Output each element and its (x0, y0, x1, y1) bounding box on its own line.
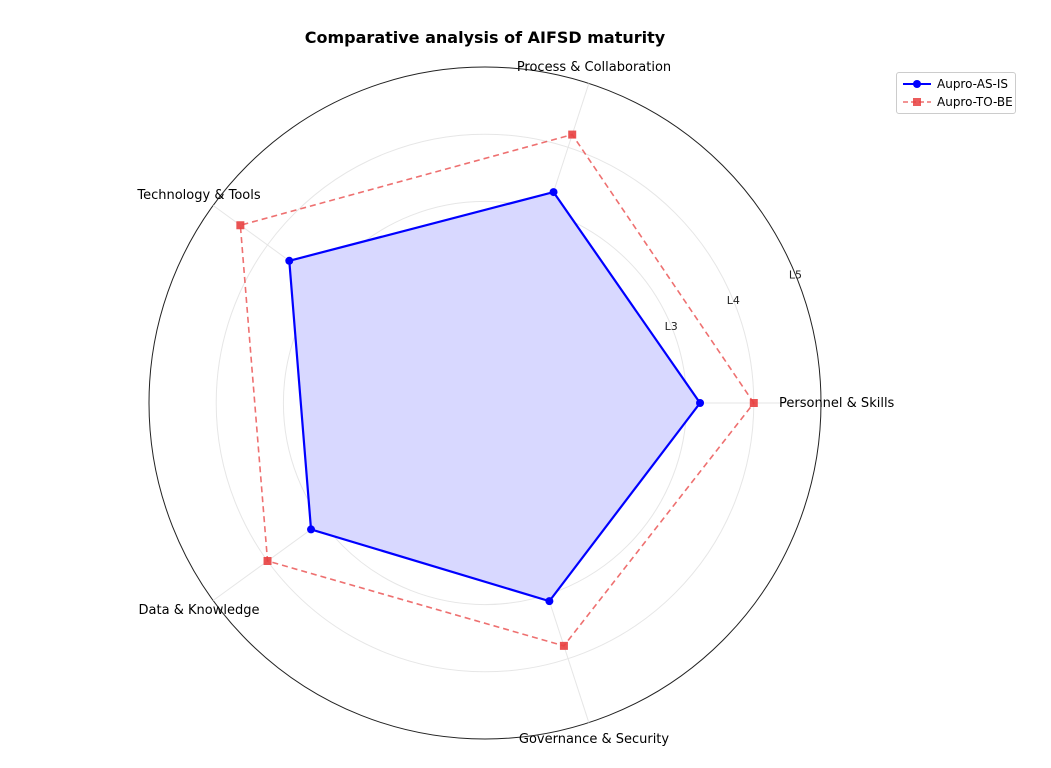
data-point (749, 399, 758, 407)
series-line (239, 133, 755, 647)
axis-label: Governance & Security (519, 732, 670, 747)
legend-label: Aupro-TO-BE (937, 95, 1013, 109)
data-point (307, 525, 316, 534)
data-point (545, 597, 554, 606)
legend-item-to-be: Aupro-TO-BE (903, 94, 1013, 110)
legend-line-square-icon (903, 98, 931, 106)
axis-label: Technology & Tools (136, 188, 260, 203)
series-fill (289, 192, 701, 602)
legend: Aupro-AS-IS Aupro-TO-BE (896, 72, 1016, 114)
chart-title: Comparative analysis of AIFSD maturity (305, 28, 666, 47)
axis-labels: Personnel & Skills Process & Collaboratio… (136, 60, 894, 747)
radial-tick-label: L4 (727, 294, 740, 307)
series-layer (236, 130, 758, 650)
legend-item-as-is: Aupro-AS-IS (903, 76, 1008, 92)
data-point (696, 399, 705, 407)
radial-tick-label: L3 (665, 320, 678, 333)
data-point (236, 221, 245, 230)
data-point (285, 256, 294, 265)
data-point (568, 130, 577, 139)
series-line (288, 190, 702, 603)
data-point (549, 188, 558, 197)
axis-label: Process & Collaboration (517, 60, 671, 75)
legend-line-circle-icon (903, 80, 931, 88)
radial-tick-label: L5 (789, 268, 802, 281)
data-point (263, 556, 272, 565)
data-point (559, 641, 568, 650)
legend-label: Aupro-AS-IS (937, 77, 1009, 91)
axis-label: Personnel & Skills (779, 396, 895, 411)
axis-label: Data & Knowledge (139, 603, 260, 618)
